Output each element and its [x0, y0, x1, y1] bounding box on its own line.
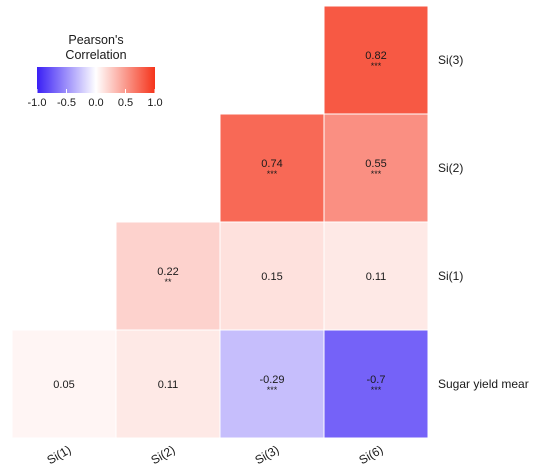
- heatmap-cell: 0.74***: [219, 113, 325, 223]
- cell-significance-label: **: [164, 277, 172, 287]
- cell-value-label: 0.22: [157, 266, 178, 278]
- row-label: Sugar yield mear: [438, 377, 529, 391]
- legend: Pearson's Correlation -1.0 -0.5 0.0 0.5 1.0: [28, 33, 163, 109]
- cell-value-label: -0.29: [259, 374, 284, 386]
- cell-significance-label: ***: [371, 61, 382, 71]
- heatmap-cell: 0.55***: [323, 113, 429, 223]
- cell-rect: [219, 113, 325, 223]
- legend-tick-label: -0.5: [57, 97, 76, 109]
- heatmap-cell: 0.05: [11, 329, 117, 439]
- column-labels: Si(1) Si(2) Si(3) Si(6): [45, 442, 386, 467]
- legend-ticks: -1.0 -0.5 0.0 0.5 1.0: [28, 89, 163, 109]
- column-label: Si(1): [45, 442, 74, 467]
- heatmap-cell: 0.22**: [115, 221, 221, 331]
- cell-significance-label: ***: [267, 169, 278, 179]
- cell-value-label: 0.11: [158, 379, 179, 391]
- cell-value-label: -0.7: [367, 374, 386, 386]
- legend-tick-label: 0.0: [88, 97, 103, 109]
- cell-rect: [219, 329, 325, 439]
- cell-rect: [323, 221, 429, 331]
- cell-value-label: 0.74: [261, 158, 282, 170]
- row-labels: Si(3) Si(2) Si(1) Sugar yield mear: [438, 53, 529, 391]
- column-label: Si(6): [357, 442, 386, 467]
- cell-value-label: 0.11: [366, 271, 387, 283]
- cell-rect: [323, 329, 429, 439]
- heatmap-cell: -0.29***: [219, 329, 325, 439]
- legend-tick-label: 1.0: [147, 97, 162, 109]
- cell-significance-label: ***: [371, 385, 382, 395]
- legend-colorbar: [37, 67, 155, 93]
- legend-tick-label: 0.5: [118, 97, 133, 109]
- row-label: Si(2): [438, 161, 463, 175]
- cell-value-label: 0.05: [53, 379, 74, 391]
- heatmap-cell: 0.15: [219, 221, 325, 331]
- cell-value-label: 0.82: [365, 50, 386, 62]
- cell-value-label: 0.15: [261, 271, 282, 283]
- column-label: Si(3): [253, 442, 282, 467]
- legend-tick-label: -1.0: [28, 97, 47, 109]
- cell-rect: [11, 329, 117, 439]
- heatmap-cell: 0.82***: [323, 5, 429, 115]
- row-label: Si(3): [438, 53, 463, 67]
- heatmap-cells: 0.82***0.74***0.55***0.22** 0.15 0.110.05 0…: [11, 5, 429, 439]
- heatmap-cell: 0.11: [115, 329, 221, 439]
- cell-significance-label: ***: [267, 385, 278, 395]
- heatmap-cell: 0.11: [323, 221, 429, 331]
- cell-rect: [115, 221, 221, 331]
- heatmap-cell: -0.7***: [323, 329, 429, 439]
- cell-rect: [323, 5, 429, 115]
- cell-rect: [323, 113, 429, 223]
- column-label: Si(2): [149, 442, 178, 467]
- cell-value-label: 0.55: [365, 158, 386, 170]
- cell-significance-label: ***: [371, 169, 382, 179]
- row-label: Si(1): [438, 269, 463, 283]
- legend-title: Pearson's Correlation: [65, 33, 126, 62]
